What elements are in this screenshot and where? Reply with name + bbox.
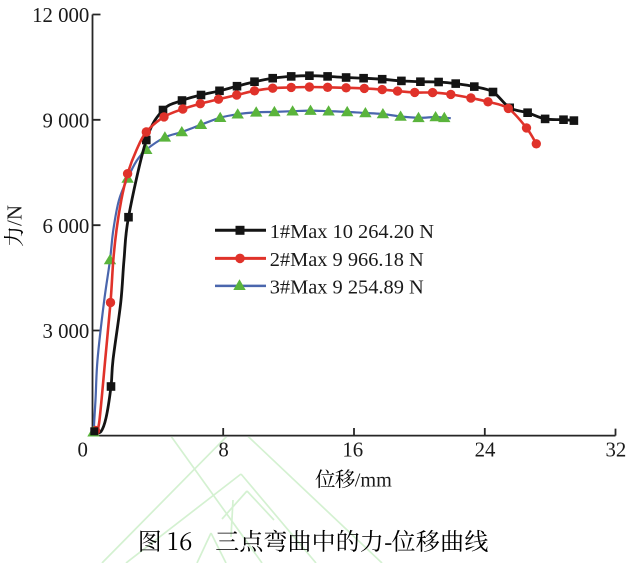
svg-text:0: 0 — [77, 438, 87, 461]
svg-text:3 000: 3 000 — [43, 320, 90, 343]
svg-text:16: 16 — [342, 438, 363, 461]
svg-text:/mm: /mm — [355, 470, 392, 492]
svg-text:1#Max 10 264.20 N: 1#Max 10 264.20 N — [270, 221, 435, 243]
svg-text:6 000: 6 000 — [43, 215, 90, 238]
svg-text:/N: /N — [3, 205, 27, 226]
svg-text:8: 8 — [218, 438, 228, 461]
svg-text:32: 32 — [606, 438, 627, 461]
svg-text:2#Max 9 966.18 N: 2#Max 9 966.18 N — [270, 249, 424, 271]
svg-text:24: 24 — [475, 438, 496, 461]
svg-text:3#Max 9 254.89 N: 3#Max 9 254.89 N — [270, 277, 424, 299]
svg-text:-: - — [384, 530, 392, 556]
svg-text:12 000: 12 000 — [32, 4, 89, 27]
svg-text:9 000: 9 000 — [43, 110, 90, 133]
